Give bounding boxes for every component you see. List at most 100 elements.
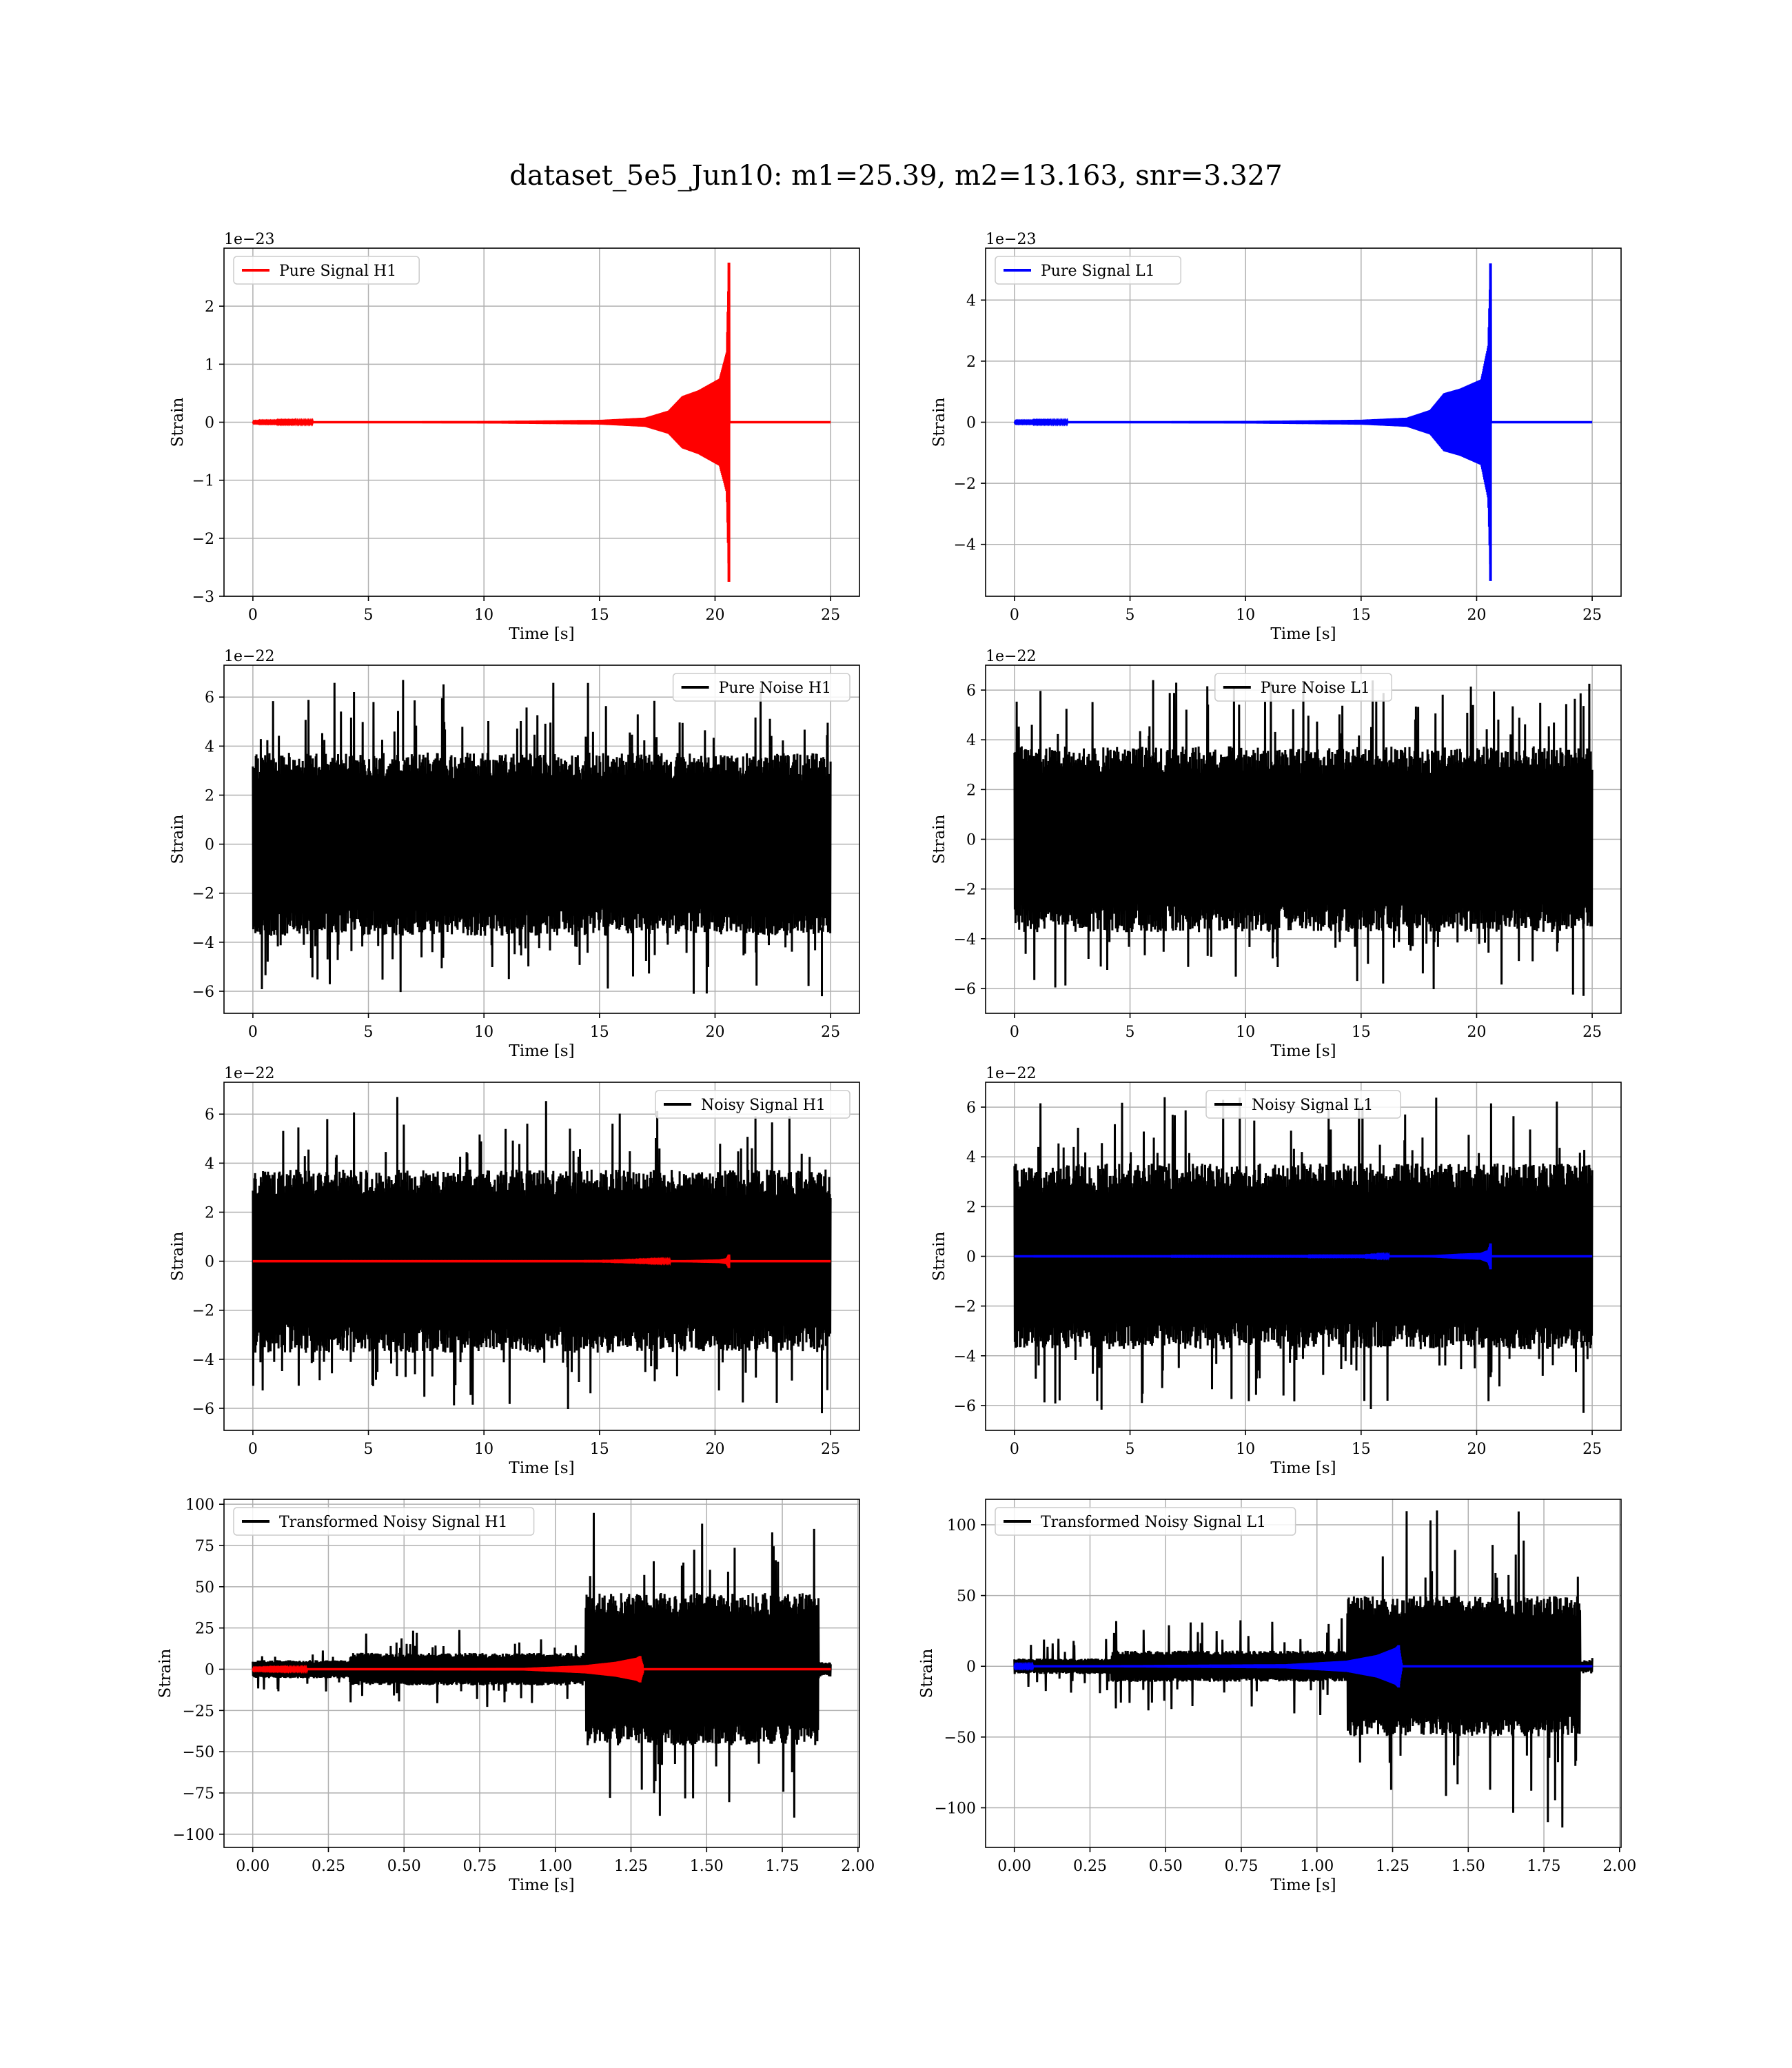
x-tick-label: 20 xyxy=(1467,607,1486,624)
series-group xyxy=(252,1097,832,1414)
series-group xyxy=(252,263,831,582)
y-tick-label: 4 xyxy=(966,292,976,310)
y-axis-label: Strain xyxy=(169,814,187,864)
y-tick-label: 6 xyxy=(205,1106,214,1124)
x-tick-label: 0.25 xyxy=(1073,1858,1107,1875)
noise-trace xyxy=(1013,1510,1594,1828)
figure-title: dataset_5e5_Jun10: m1=25.39, m2=13.163, … xyxy=(509,160,1282,192)
y-axis-label: Strain xyxy=(918,1648,936,1698)
legend-box xyxy=(233,1507,535,1536)
chart-pure-signal-l1: 0 5 10 15 20 25 −4 −2 0 2 4 Time [s] Strain 1e−23 Pure… xyxy=(930,231,1622,643)
axis-offset-label: 1e−22 xyxy=(986,648,1036,665)
axes-frame xyxy=(223,665,860,1014)
x-tick-label: 20 xyxy=(1467,1024,1486,1041)
legend-label: Noisy Signal H1 xyxy=(701,1097,826,1114)
x-tick-label: 5 xyxy=(1126,1024,1135,1041)
legend-label: Transformed Noisy Signal H1 xyxy=(279,1514,508,1531)
y-tick-label: −2 xyxy=(192,1303,214,1320)
legend-box xyxy=(655,1090,851,1119)
legend-label: Pure Noise L1 xyxy=(1261,680,1370,697)
chart-transformed-noisy-signal-l1: 0.00 0.25 0.50 0.75 1.00 1.25 1.50 1.75 2.00 −100… xyxy=(918,1499,1636,1894)
y-tick-label: 0 xyxy=(205,415,214,432)
y-tick-label: 25 xyxy=(195,1621,214,1638)
y-tick-label: −50 xyxy=(944,1730,976,1747)
y-tick-label: −4 xyxy=(954,537,976,554)
y-axis-label: Strain xyxy=(156,1648,174,1698)
legend: Pure Noise H1 xyxy=(672,673,851,702)
x-tick-label: 0 xyxy=(1010,607,1019,624)
x-tick-label: 10 xyxy=(1236,607,1255,624)
x-tick-label: 25 xyxy=(1582,1441,1602,1458)
x-tick-label: 0.75 xyxy=(463,1858,497,1875)
x-axis-label: Time [s] xyxy=(509,1042,574,1060)
y-tick-label: 100 xyxy=(947,1517,976,1534)
y-axis-label: Strain xyxy=(169,1231,187,1281)
legend: Noisy Signal H1 xyxy=(655,1090,851,1119)
y-tick-label: −2 xyxy=(954,476,976,493)
x-tick-label: 1.50 xyxy=(690,1858,724,1875)
x-tick-label: 0.50 xyxy=(1149,1858,1183,1875)
noise-trace xyxy=(252,1512,832,1818)
x-tick-label: 0 xyxy=(248,607,258,624)
x-tick-label: 15 xyxy=(590,1441,609,1458)
y-tick-label: 0 xyxy=(966,832,976,849)
x-tick-label: 15 xyxy=(1352,1441,1371,1458)
y-tick-label: 50 xyxy=(957,1588,976,1605)
x-tick-label: 10 xyxy=(474,1024,493,1041)
legend: Noisy Signal L1 xyxy=(1205,1090,1401,1119)
y-axis-label: Strain xyxy=(930,814,948,864)
y-tick-label: 4 xyxy=(966,1149,976,1166)
x-tick-label: 10 xyxy=(474,607,493,624)
axes-frame xyxy=(985,1499,1622,1848)
chart-pure-noise-l1: 0 5 10 15 20 25 −6 −4 −2 0 2 4 6 Time [s] Strain 1e−22 P… xyxy=(930,648,1622,1060)
legend-box xyxy=(1214,673,1392,702)
x-tick-label: 10 xyxy=(1236,1441,1255,1458)
x-tick-label: 1.75 xyxy=(766,1858,800,1875)
x-tick-label: 2.00 xyxy=(841,1858,875,1875)
x-tick-label: 15 xyxy=(590,1024,609,1041)
x-tick-label: 5 xyxy=(1126,607,1135,624)
x-axis-label: Time [s] xyxy=(1270,1042,1336,1060)
y-axis-label: Strain xyxy=(930,1231,948,1281)
axes-frame xyxy=(223,1082,860,1431)
y-tick-label: 100 xyxy=(185,1497,214,1514)
y-tick-label: −4 xyxy=(192,935,214,952)
legend-label: Pure Signal H1 xyxy=(279,263,396,280)
y-tick-label: −25 xyxy=(183,1703,214,1720)
x-tick-label: 15 xyxy=(1352,1024,1371,1041)
axis-offset-label: 1e−22 xyxy=(224,1065,274,1082)
x-axis-label: Time [s] xyxy=(509,625,574,643)
legend-label: Pure Noise H1 xyxy=(719,680,832,697)
y-tick-label: 1 xyxy=(205,356,214,374)
y-tick-label: 0 xyxy=(966,1659,976,1676)
y-tick-label: −100 xyxy=(935,1801,976,1818)
x-axis-label: Time [s] xyxy=(509,1459,574,1477)
y-tick-label: −4 xyxy=(954,931,976,949)
x-tick-label: 0 xyxy=(1010,1024,1019,1041)
x-tick-label: 1.50 xyxy=(1452,1858,1485,1875)
y-tick-label: 6 xyxy=(205,689,214,707)
y-tick-label: 2 xyxy=(966,354,976,371)
y-tick-label: −4 xyxy=(954,1348,976,1366)
x-tick-label: 5 xyxy=(364,1024,374,1041)
legend: Pure Signal L1 xyxy=(995,256,1181,285)
x-tick-label: 0.75 xyxy=(1225,1858,1259,1875)
noise-trace xyxy=(252,682,832,994)
x-tick-label: 15 xyxy=(590,607,609,624)
x-tick-label: 25 xyxy=(821,1024,840,1041)
x-tick-label: 25 xyxy=(821,607,840,624)
x-tick-label: 0.00 xyxy=(997,1858,1031,1875)
y-tick-label: 50 xyxy=(195,1579,214,1596)
y-tick-label: 6 xyxy=(966,682,976,700)
y-tick-label: 2 xyxy=(205,298,214,316)
legend-box xyxy=(672,673,851,702)
y-tick-label: −2 xyxy=(954,1299,976,1316)
y-tick-label: 75 xyxy=(195,1538,214,1555)
y-tick-label: −6 xyxy=(192,1401,214,1418)
series-group xyxy=(1013,263,1593,581)
legend-label: Pure Signal L1 xyxy=(1041,263,1155,280)
x-axis-label: Time [s] xyxy=(1270,625,1336,643)
x-tick-label: 1.25 xyxy=(614,1858,648,1875)
